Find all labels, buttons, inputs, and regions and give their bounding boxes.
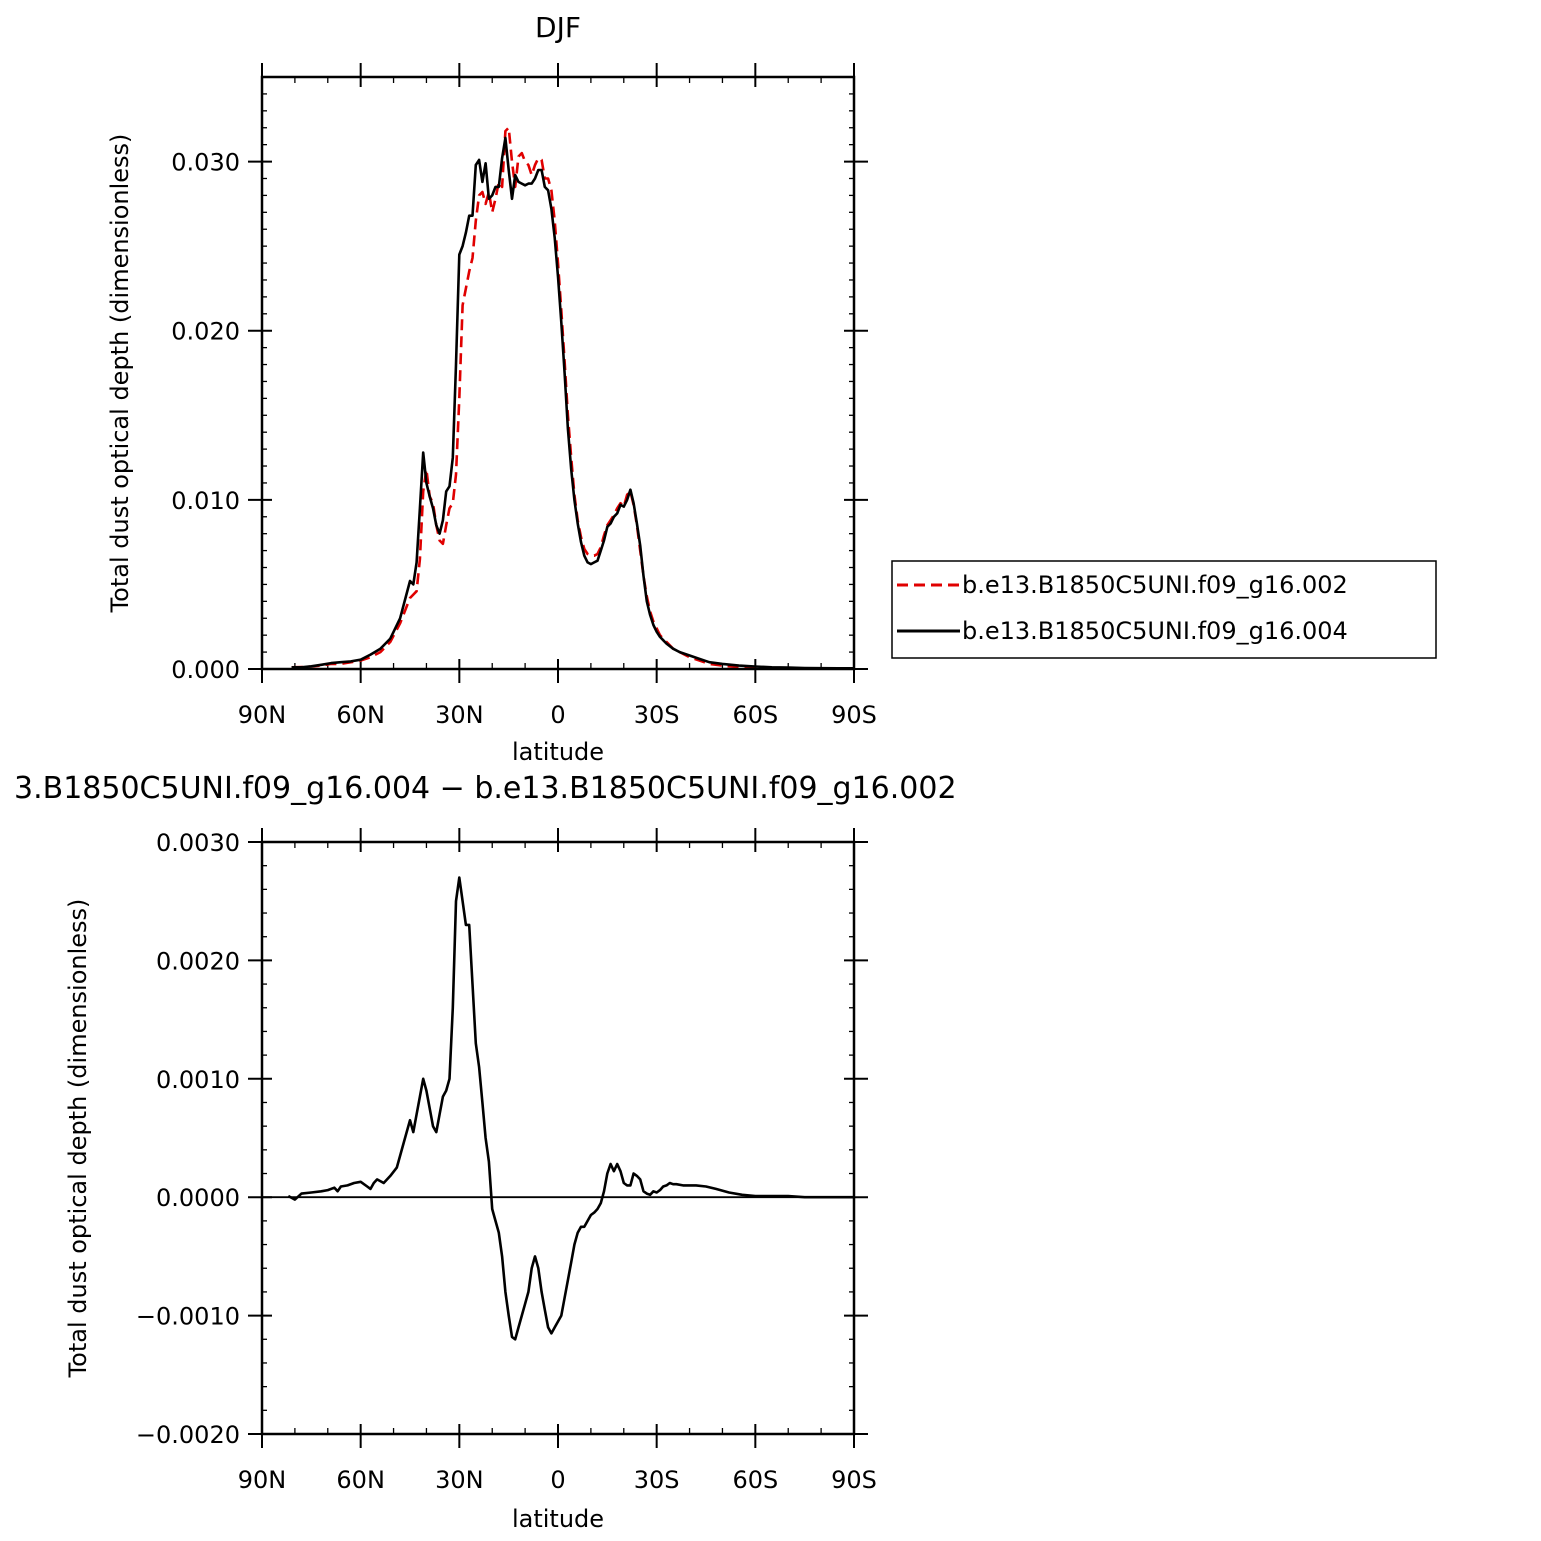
x-tick-label: 0	[550, 1466, 565, 1494]
y-tick-label: −0.0020	[136, 1421, 240, 1449]
y-tick-label: 0.0000	[156, 1184, 240, 1212]
y-tick-label: 0.0020	[156, 947, 240, 975]
y-tick-label: 0.0010	[156, 1066, 240, 1094]
top-series-group	[291, 126, 854, 670]
bottom-plot-frame	[260, 840, 856, 1436]
legend-box	[891, 560, 1437, 659]
y-tick-label: −0.0010	[136, 1303, 240, 1331]
y-tick-label: 0.020	[171, 318, 240, 346]
x-tick-label: 0	[550, 701, 565, 729]
x-tick-label: 90N	[238, 1466, 287, 1494]
series-line-run-002	[291, 126, 854, 670]
x-tick-label: 30N	[435, 1466, 484, 1494]
x-tick-label: 30S	[634, 701, 680, 729]
y-tick-label: 0.030	[171, 149, 240, 177]
top-panel: DJF 0.000 0.010 0.020 0.030 90N 60N 30N 0 30S 60S…	[106, 11, 877, 766]
y-tick-label: 0.0030	[156, 829, 240, 857]
difference-line	[287, 876, 854, 1341]
x-tick-label: 90S	[831, 701, 877, 729]
bottom-x-axis-label: latitude	[512, 1505, 604, 1533]
x-tick-label: 90S	[831, 1466, 877, 1494]
series-line-run-004	[291, 136, 854, 670]
x-tick-label: 60N	[336, 1466, 385, 1494]
top-plot-frame	[260, 75, 856, 671]
x-tick-label: 60N	[336, 701, 385, 729]
x-tick-label: 90N	[238, 701, 287, 729]
top-x-axis-label: latitude	[512, 738, 604, 766]
top-chart-title: DJF	[535, 11, 581, 44]
bottom-y-axis-label: Total dust optical depth (dimensionless)	[64, 899, 92, 1379]
y-tick-label: 0.010	[171, 487, 240, 515]
top-y-axis-label: Total dust optical depth (dimensionless)	[106, 134, 134, 614]
x-tick-label: 60S	[732, 701, 778, 729]
bottom-series-group	[287, 876, 854, 1341]
x-tick-label: 30S	[634, 1466, 680, 1494]
y-tick-label: 0.000	[171, 656, 240, 684]
x-tick-label: 60S	[732, 1466, 778, 1494]
bottom-chart-title: 3.B1850C5UNI.f09_g16.004 − b.e13.B1850C5…	[14, 771, 957, 806]
x-tick-label: 30N	[435, 701, 484, 729]
legend-label-run-002: b.e13.B1850C5UNI.f09_g16.002	[962, 571, 1348, 599]
bottom-panel: 3.B1850C5UNI.f09_g16.004 − b.e13.B1850C5…	[14, 771, 957, 1533]
legend-label-run-004: b.e13.B1850C5UNI.f09_g16.004	[962, 617, 1348, 645]
legend: b.e13.B1850C5UNI.f09_g16.002 b.e13.B1850…	[891, 560, 1437, 659]
